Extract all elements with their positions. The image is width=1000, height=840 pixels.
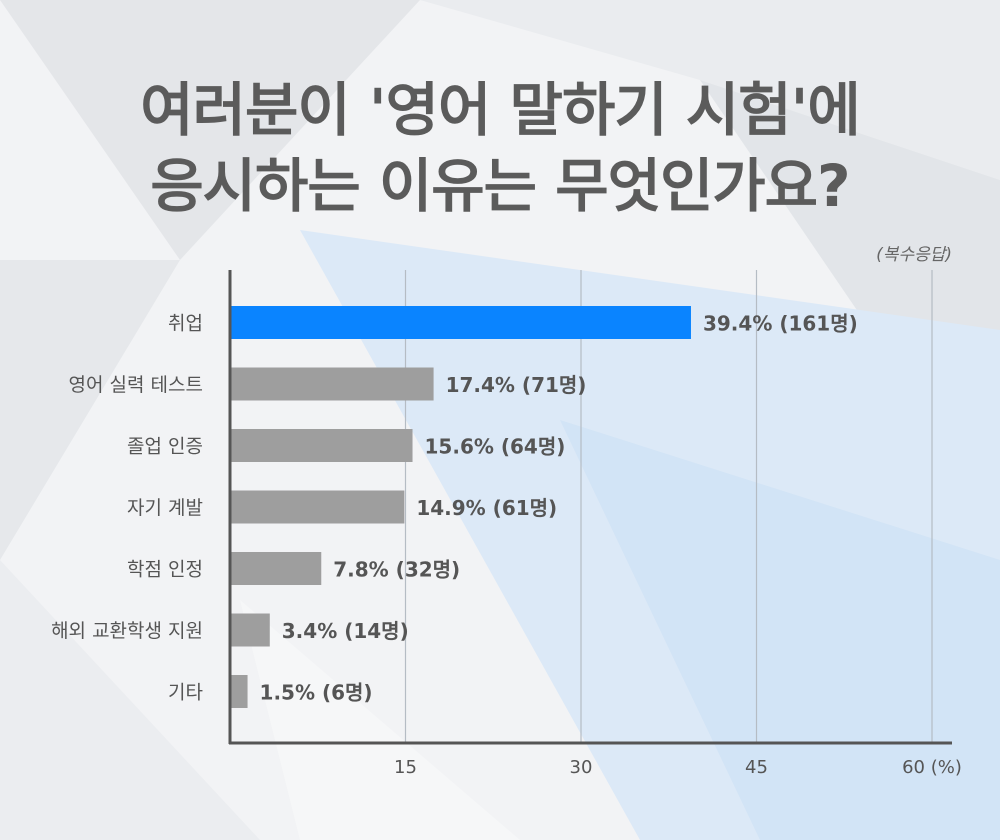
value-label: 15.6% (64명) (425, 435, 566, 459)
value-label: 1.5% (6명) (260, 681, 373, 705)
bar-4 (231, 552, 322, 585)
title-line-2: 응시하는 이유는 무엇인가요? (150, 152, 850, 220)
x-tick-label: 30 (570, 757, 593, 778)
category-label: 졸업 인증 (127, 436, 203, 458)
category-label: 학점 인정 (127, 559, 203, 581)
title-line-1: 여러분이 '영어 말하기 시험'에 (140, 76, 860, 144)
category-label: 자기 계발 (127, 497, 203, 519)
value-label: 14.9% (61명) (416, 496, 557, 520)
category-label: 기타 (168, 682, 203, 704)
bar-1 (231, 367, 434, 401)
axes (228, 270, 952, 745)
value-label: 3.4% (14명) (282, 619, 409, 643)
x-tick-label: 15 (394, 757, 417, 778)
labels: 15 30 45 60 (%) 취업 39.4% (161명) 영어 실력 테스트 17.4%… (51, 312, 962, 779)
chart-title: 여러분이 '영어 말하기 시험'에 응시하는 이유는 무엇인가요? (0, 72, 1000, 224)
value-label: 7.8% (32명) (333, 558, 460, 582)
bar-0 (231, 306, 691, 339)
value-label: 39.4% (161명) (703, 312, 858, 336)
bar-2 (231, 429, 413, 462)
value-label: 17.4% (71명) (446, 373, 587, 397)
x-tick-label: 60 (%) (902, 757, 962, 778)
category-label: 해외 교환학생 지원 (51, 620, 203, 642)
grid-lines (404, 270, 933, 743)
category-label: 취업 (168, 313, 203, 335)
bars (231, 306, 691, 708)
x-tick-label: 45 (745, 757, 768, 778)
bar-3 (231, 490, 405, 524)
bar-5 (231, 613, 270, 647)
bar-6 (231, 675, 248, 708)
category-label: 영어 실력 테스트 (69, 374, 203, 396)
multiple-response-note: (복수응답) (876, 245, 952, 265)
